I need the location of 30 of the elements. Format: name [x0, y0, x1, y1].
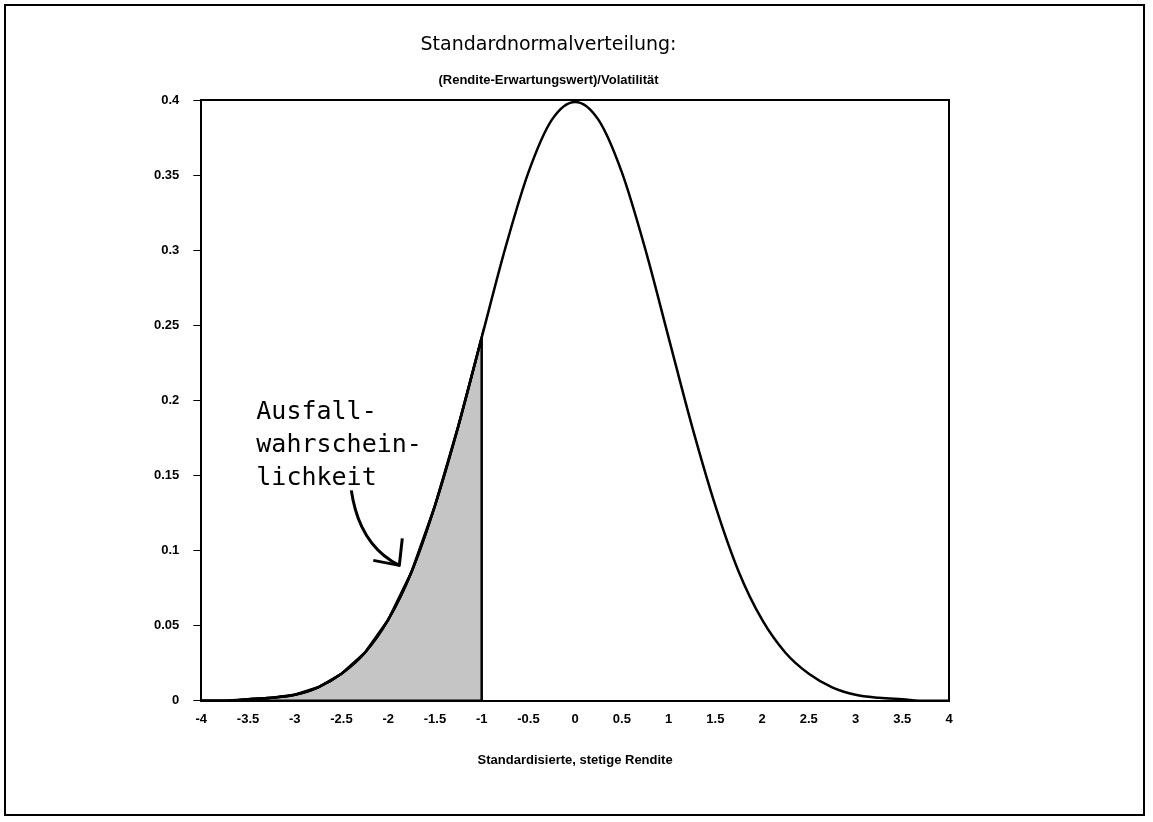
x-tick-label: 0	[571, 711, 579, 727]
chart-title: Standardnormalverteilung:	[420, 32, 677, 55]
y-tick-label: 0.25	[153, 317, 180, 333]
y-tick-label: 0.3	[161, 242, 180, 258]
y-tick-label: 0	[172, 692, 180, 708]
x-tick-label: 1	[665, 711, 673, 727]
y-tick-label: 0.05	[153, 617, 180, 633]
x-tick-label: 2	[758, 711, 766, 727]
y-tick-label: 0.4	[161, 91, 181, 107]
x-tick-label: 0.5	[612, 711, 631, 727]
x-tick-label: -3.5	[236, 711, 260, 727]
x-tick-label: -1.5	[423, 711, 447, 727]
chart-subtitle: (Rendite-Erwartungswert)/Volatilität	[438, 72, 660, 88]
x-tick-label: 3	[851, 711, 860, 727]
x-tick-label: 1.5	[706, 711, 725, 727]
x-tick-label: -3	[288, 711, 301, 727]
x-tick-label: 3.5	[893, 711, 912, 727]
x-tick-label: -2	[382, 711, 395, 727]
x-tick-label: -2.5	[330, 711, 353, 727]
y-tick-label: 0.1	[161, 542, 180, 558]
y-tick-label: 0.15	[153, 467, 180, 483]
y-tick-label: 0.2	[161, 392, 180, 408]
x-tick-label: -4	[195, 711, 208, 727]
x-tick-label: 2.5	[799, 711, 818, 727]
y-tick-label: 0.35	[153, 167, 180, 183]
annotation: Ausfall- wahrschein- lichkeit	[256, 396, 422, 492]
x-tick-label: 4	[945, 711, 954, 727]
x-tick-label: -1	[475, 711, 488, 727]
x-axis-title: Standardisierte, stetige Rendite	[477, 751, 673, 767]
x-tick-label: -0.5	[517, 711, 540, 727]
